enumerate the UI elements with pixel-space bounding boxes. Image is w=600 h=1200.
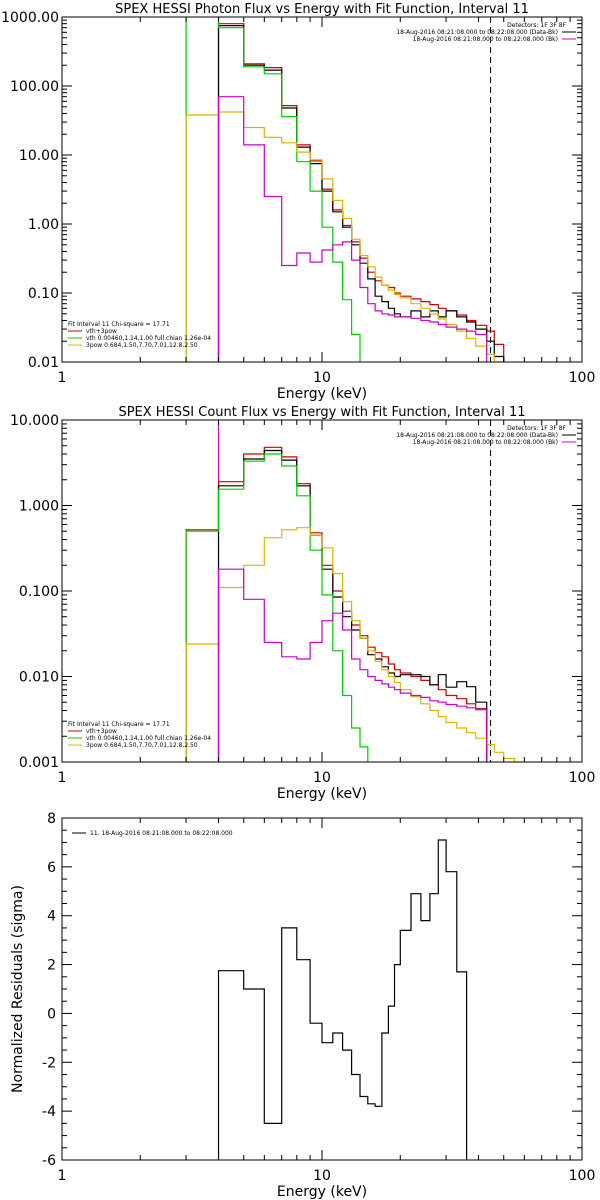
x-tick-label: 10 bbox=[313, 370, 331, 386]
plot-area bbox=[217, 839, 468, 1160]
x-tick-label: 1 bbox=[58, 1168, 67, 1184]
x-tick-label: 10 bbox=[313, 770, 331, 786]
legend-detectors: Detectors: 1F 3F 8F bbox=[507, 425, 566, 432]
y-tick-label: 2 bbox=[47, 958, 56, 974]
series-1-line bbox=[217, 23, 505, 362]
legend-entry: 3pow 0.684,1.50,7.70,7.01,12.8,2.50 bbox=[86, 742, 198, 749]
x-axis-label: Energy (keV) bbox=[277, 386, 367, 402]
y-tick-label: 1.00 bbox=[28, 217, 59, 233]
chart-panel-2: 1 10 100 Energy (keV) 0.001 0.010 0.100 1.000 10… bbox=[10, 405, 595, 802]
series-5-line bbox=[217, 96, 488, 362]
legend-fit-title: Fit Interval 11 Chi-square = 17.71 bbox=[68, 721, 170, 728]
y-tick-label: 100.00 bbox=[10, 79, 59, 95]
x-tick-label: 100 bbox=[569, 770, 596, 786]
y-tick-label: 8 bbox=[47, 811, 56, 827]
series-3-line bbox=[185, 453, 369, 762]
legend-interval: 18-Aug-2016 08:21:08.000 to 08:22:08.000… bbox=[413, 439, 558, 446]
y-tick-label: -6 bbox=[42, 1153, 56, 1169]
legend-interval: 18-Aug-2016 08:21:08.000 to 08:22:08.000… bbox=[396, 432, 558, 439]
series-2-line bbox=[217, 25, 505, 362]
plot-area bbox=[185, 420, 525, 762]
y-tick-label: 10.00 bbox=[19, 148, 59, 164]
y-tick-label: -4 bbox=[42, 1104, 56, 1120]
chart-title: SPEX HESSI Photon Flux vs Energy with Fi… bbox=[115, 2, 529, 17]
series-3-line bbox=[185, 17, 361, 362]
y-tick-label: 4 bbox=[47, 909, 56, 925]
legend-entry: vth 0.00460,1.14,1.00 full chian 1.26e-0… bbox=[86, 735, 211, 742]
y-tick-label: 0.10 bbox=[28, 286, 59, 302]
legend-interval: 18-Aug-2016 08:21:08.000 to 08:22:08.000… bbox=[396, 29, 558, 36]
legend-detectors: Detectors: 1F 3F 8F bbox=[507, 22, 566, 29]
legend-entry: 3pow 0.684,1.50,7.70,7.01,12.8,2.50 bbox=[86, 342, 198, 349]
x-axis-label: Energy (keV) bbox=[277, 1184, 367, 1200]
x-tick-label: 100 bbox=[569, 1168, 596, 1184]
plot-area bbox=[185, 17, 505, 362]
series-4-line bbox=[185, 111, 505, 362]
x-tick-label: 10 bbox=[313, 1168, 331, 1184]
legend-entry: vth 0.00460,1.14,1.00 full chian 1.26e-0… bbox=[86, 335, 211, 342]
x-axis-label: Energy (keV) bbox=[277, 786, 367, 802]
y-tick-label: 0.001 bbox=[19, 755, 59, 771]
series-4-line bbox=[185, 527, 525, 762]
series-5-line bbox=[217, 568, 488, 762]
y-tick-label: 0 bbox=[47, 1006, 56, 1022]
chart-panel-1: 1 10 100 Energy (keV) 0.01 0.10 1.00 10.00 100.0… bbox=[1, 2, 596, 402]
y-tick-label: 0.01 bbox=[28, 355, 59, 371]
chart-panel-3: 1 10 100 Energy (keV) -6 -4 -2 0 2 4 6 8 Normalized … bbox=[10, 811, 595, 1200]
chart-title: SPEX HESSI Count Flux vs Energy with Fit… bbox=[118, 405, 525, 420]
legend-entry: vth+3pow bbox=[86, 728, 117, 735]
y-tick-label: 6 bbox=[47, 860, 56, 876]
x-tick-label: 100 bbox=[569, 370, 596, 386]
plot-frame bbox=[61, 817, 583, 1161]
y-tick-label: 0.010 bbox=[19, 670, 59, 686]
y-axis-label: Normalized Residuals (sigma) bbox=[10, 885, 26, 1093]
series-1-line bbox=[185, 446, 488, 762]
x-tick-label: 1 bbox=[58, 770, 67, 786]
legend-fit-title: Fit Interval 11 Chi-square = 17.71 bbox=[68, 321, 170, 328]
y-tick-label: 10.000 bbox=[10, 413, 59, 429]
y-tick-label: 1.000 bbox=[19, 499, 59, 515]
y-tick-label: -2 bbox=[42, 1055, 56, 1071]
series-1-line bbox=[217, 839, 468, 1160]
x-tick-label: 1 bbox=[58, 370, 67, 386]
legend-entry: vth+3pow bbox=[86, 328, 117, 335]
legend-entry: 11. 18-Aug-2016 08:21:08.000 to 08:22:08… bbox=[90, 830, 233, 837]
y-tick-label: 1000.00 bbox=[1, 10, 59, 26]
y-tick-label: 0.100 bbox=[19, 584, 59, 600]
legend-interval: 18-Aug-2016 08:21:08.000 to 08:22:08.000… bbox=[413, 36, 558, 43]
